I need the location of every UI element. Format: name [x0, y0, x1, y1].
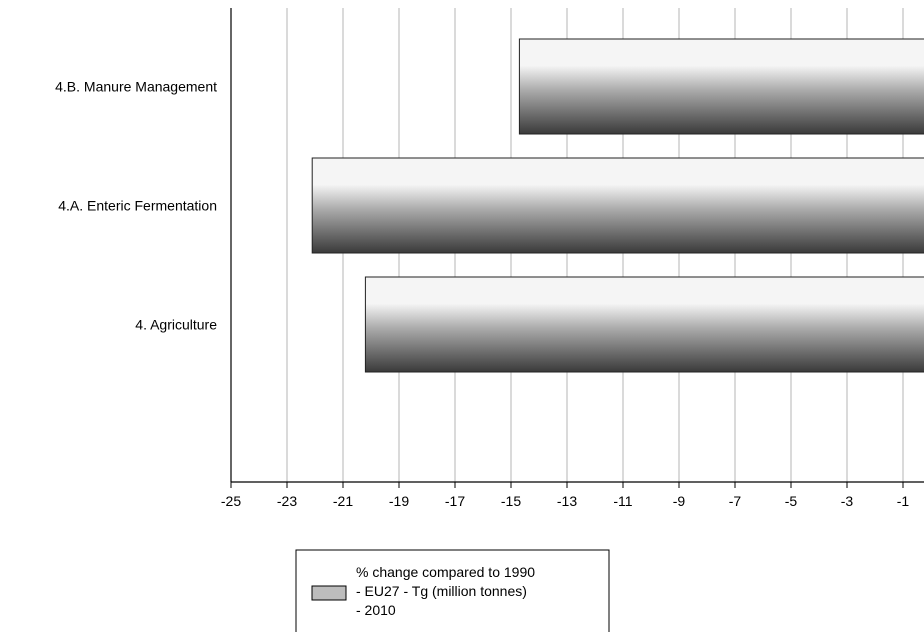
- legend-swatch: [311, 585, 347, 601]
- x-tick-label: -21: [333, 493, 353, 509]
- legend: % change compared to 1990 - EU27 - Tg (m…: [295, 549, 610, 632]
- category-label: 4.A. Enteric Fermentation: [58, 198, 217, 214]
- x-axis-tick-labels: -25 -23 -21 -19 -17 -15 -13 -11 -9 -7 -5 -3 -1: [221, 493, 910, 509]
- legend-box: [295, 549, 610, 632]
- x-tick-label: -1: [897, 493, 910, 509]
- x-tick-label: -5: [785, 493, 798, 509]
- legend-entry-line-3: - 2010: [356, 602, 396, 618]
- category-label: 4. Agriculture: [135, 317, 217, 333]
- x-tick-label: -11: [613, 493, 632, 509]
- bar: [311, 157, 924, 254]
- bar: [518, 38, 924, 135]
- legend-entry-line-2: - EU27 - Tg (million tonnes): [356, 583, 527, 599]
- x-tick-label: -25: [221, 493, 241, 509]
- category-label: 4.B. Manure Management: [55, 79, 217, 95]
- y-axis-category-labels: 4.B. Manure Management 4.A. Enteric Ferme…: [55, 79, 217, 333]
- x-tick-label: -3: [841, 493, 854, 509]
- bars: [311, 38, 924, 373]
- legend-entry-line-1: % change compared to 1990: [356, 564, 535, 580]
- x-axis-ticks: [230, 482, 904, 488]
- x-tick-label: -9: [673, 493, 686, 509]
- x-tick-label: -13: [557, 493, 577, 509]
- x-tick-label: -7: [729, 493, 742, 509]
- x-tick-label: -19: [389, 493, 409, 509]
- x-tick-label: -15: [501, 493, 521, 509]
- bar: [364, 276, 924, 373]
- x-tick-label: -17: [445, 493, 465, 509]
- x-tick-label: -23: [277, 493, 297, 509]
